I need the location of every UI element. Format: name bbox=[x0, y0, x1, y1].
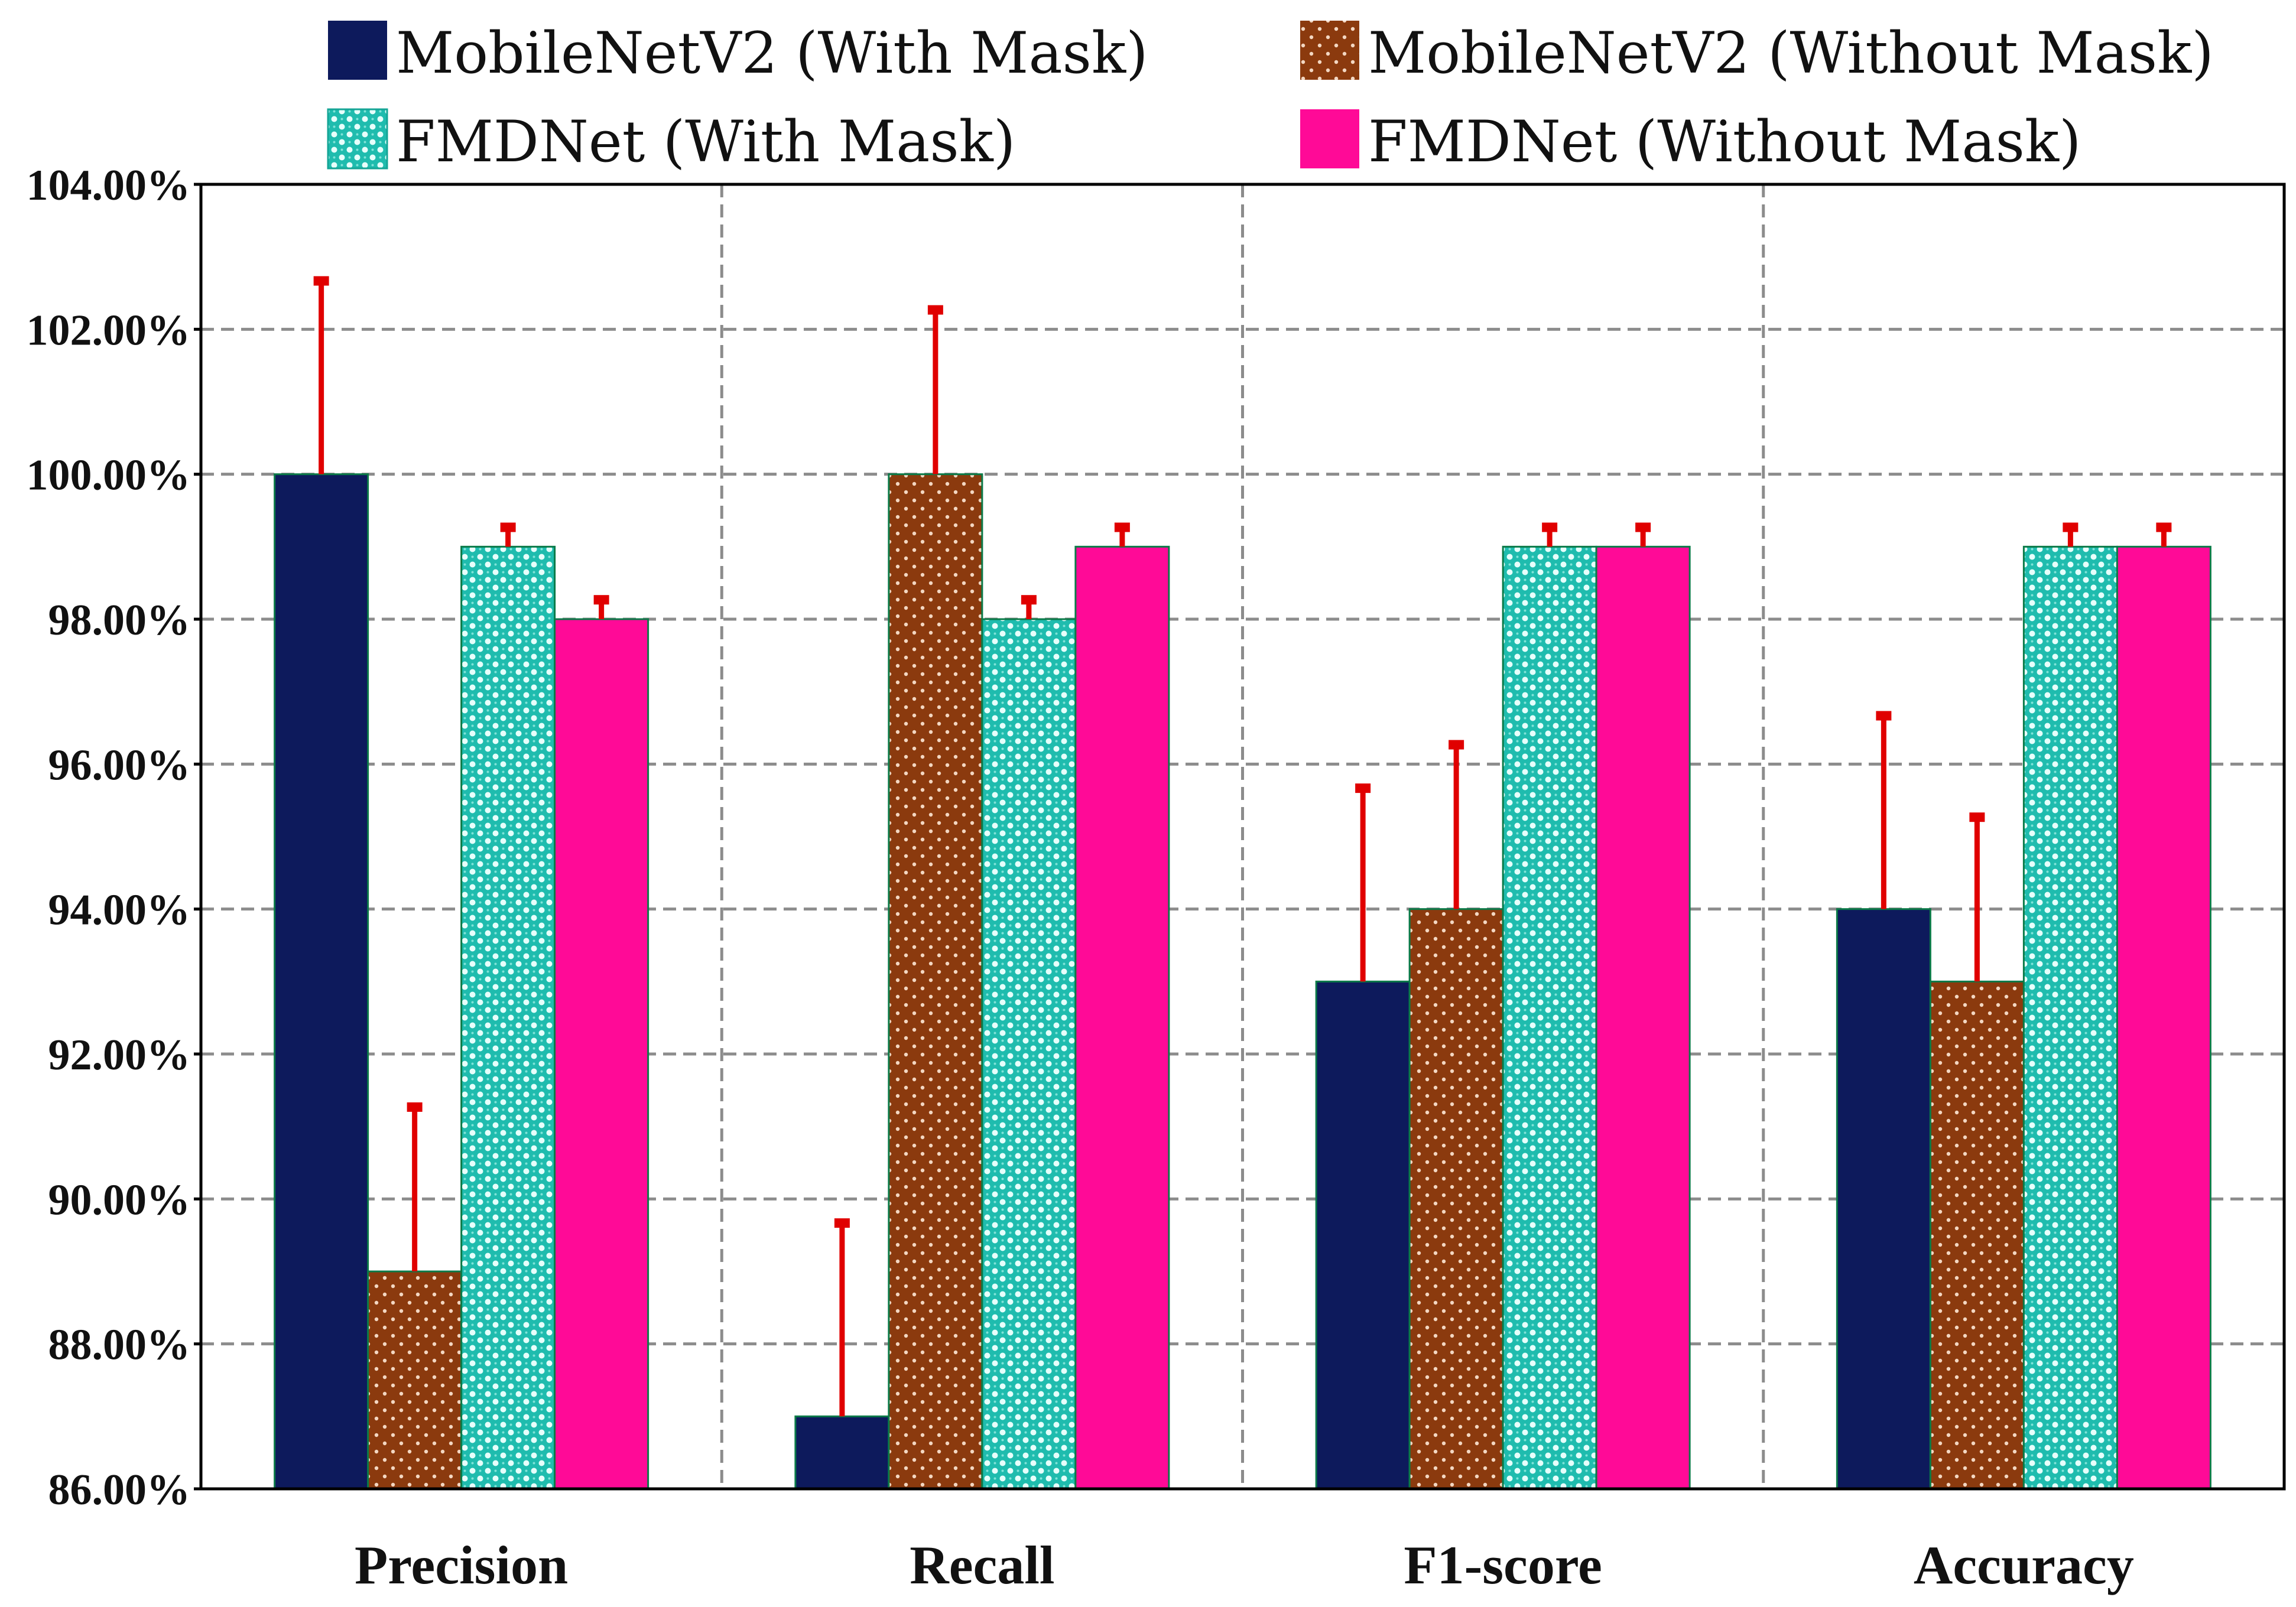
error-bar-cap bbox=[313, 276, 329, 286]
bar bbox=[1595, 545, 1691, 1490]
bar bbox=[2116, 545, 2211, 1490]
error-bar-cap bbox=[407, 1102, 423, 1112]
bar bbox=[888, 473, 983, 1490]
error-bar-cap bbox=[2156, 522, 2172, 532]
error-bar-cap bbox=[2063, 522, 2079, 532]
legend-swatch bbox=[1300, 21, 1359, 80]
y-tick-label: 98.00% bbox=[48, 596, 191, 645]
bar bbox=[1836, 908, 1931, 1490]
y-tick-label: 100.00% bbox=[27, 451, 191, 500]
bar bbox=[794, 1415, 890, 1490]
legend-swatch bbox=[328, 21, 387, 80]
y-tick-label: 96.00% bbox=[48, 741, 191, 789]
error-bar-cap bbox=[1969, 812, 1985, 822]
error-bar-cap bbox=[1449, 740, 1464, 750]
bar bbox=[1408, 908, 1504, 1490]
bar bbox=[367, 1270, 463, 1490]
y-tick-label: 90.00% bbox=[48, 1176, 191, 1224]
error-bar-cap bbox=[1355, 783, 1371, 793]
plot-frame bbox=[199, 183, 2286, 1491]
error-bar-cap bbox=[500, 522, 516, 532]
error-bar-cap bbox=[1635, 522, 1651, 532]
bar bbox=[554, 618, 649, 1490]
x-tick-label: Accuracy bbox=[1914, 1535, 2134, 1595]
bar bbox=[460, 545, 556, 1490]
bars-layer bbox=[274, 276, 2211, 1490]
legend-swatch bbox=[1300, 109, 1359, 168]
axis-layer: Precision Recall F1-score Accuracy 86.00% 88.… bbox=[27, 161, 2286, 1595]
error-bar-cap bbox=[834, 1218, 850, 1228]
y-tick-label: 104.00% bbox=[27, 161, 191, 210]
bar bbox=[981, 618, 1077, 1490]
y-tick-label: 102.00% bbox=[27, 306, 191, 354]
error-bar-cap bbox=[927, 305, 943, 315]
bar bbox=[1074, 545, 1170, 1490]
x-tick-label: Recall bbox=[910, 1535, 1054, 1595]
legend-label: FMDNet (Without Mask) bbox=[1368, 109, 2081, 175]
error-bar-cap bbox=[1021, 595, 1037, 605]
legend-label: MobileNetV2 (With Mask) bbox=[396, 20, 1148, 86]
legend-label: MobileNetV2 (Without Mask) bbox=[1368, 20, 2214, 86]
bar bbox=[2022, 545, 2118, 1490]
y-tick-label: 88.00% bbox=[48, 1321, 191, 1369]
legend-swatch bbox=[327, 108, 388, 170]
legend-label: FMDNet (With Mask) bbox=[396, 109, 1015, 175]
error-bar-cap bbox=[1114, 522, 1130, 532]
y-tick-label: 92.00% bbox=[48, 1031, 191, 1079]
bar bbox=[1315, 980, 1411, 1490]
bar bbox=[1929, 980, 2025, 1490]
error-bar-cap bbox=[1876, 711, 1892, 721]
bar bbox=[1502, 545, 1597, 1490]
error-bar-cap bbox=[1542, 522, 1558, 532]
error-bar-cap bbox=[593, 595, 609, 605]
x-tick-label: F1-score bbox=[1404, 1535, 1602, 1595]
legend: MobileNetV2 (With Mask) MobileNetV2 (With… bbox=[327, 20, 2214, 175]
y-tick-label: 86.00% bbox=[48, 1466, 191, 1514]
y-tick-label: 94.00% bbox=[48, 886, 191, 935]
x-tick-label: Precision bbox=[355, 1535, 568, 1595]
bar bbox=[274, 473, 369, 1490]
